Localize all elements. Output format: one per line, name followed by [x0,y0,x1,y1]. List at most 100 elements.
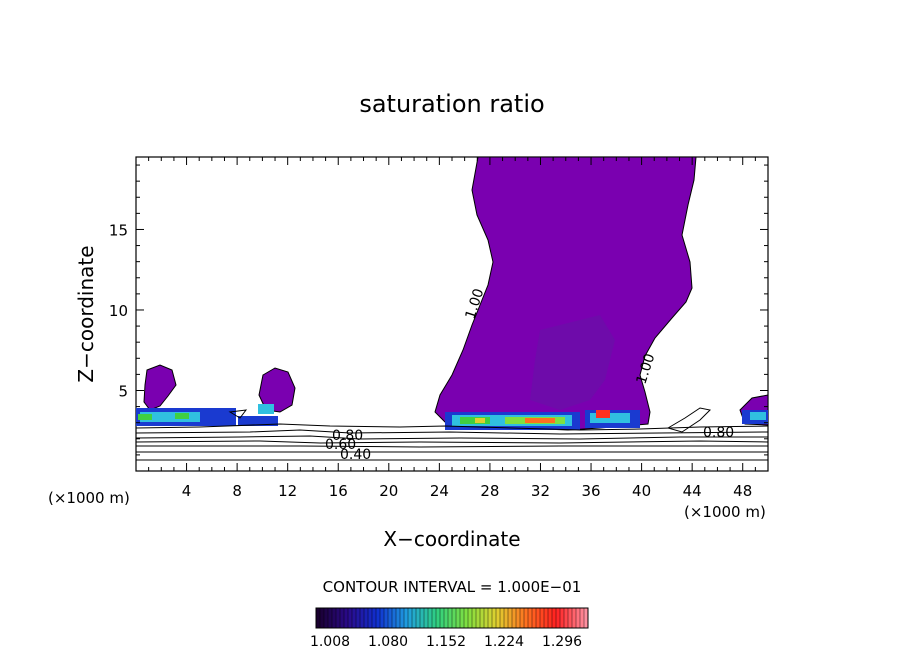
colorbar-cell [488,608,493,628]
colorbar-cell [460,608,465,628]
colorbar-cell [380,608,385,628]
y-axis-label: Z−coordinate [74,245,98,382]
contour-label-6: 0.40 [340,447,371,463]
contour-label-4: 0.80 [703,425,734,441]
colorbar-cell [564,608,569,628]
colorbar-cell [580,608,585,628]
colorbar-cell [480,608,485,628]
colorbar-cell [496,608,501,628]
colorbar-cell [552,608,557,628]
x-tick-label: 36 [581,482,600,500]
colorbar-cell [364,608,369,628]
y-tick-label: 15 [109,221,128,239]
colorbar-cell [528,608,533,628]
colorbar-cell [536,608,541,628]
x-unit-right: (×1000 m) [684,503,766,521]
x-tick-label: 48 [733,482,752,500]
colorbar-cell [372,608,377,628]
x-tick-label: 20 [379,482,398,500]
colorbar-cell [388,608,393,628]
colorbar-cell [416,608,421,628]
cloud-plume [434,157,697,431]
colorbar-cell [356,608,361,628]
colorbar-tick-label: 1.152 [426,634,466,650]
colorbar-cell [464,608,469,628]
colorbar-cell [360,608,365,628]
colorbar-cell [572,608,577,628]
colorbar-cell [344,608,349,628]
colorbar-cell [456,608,461,628]
contour-label-5: 0.60 [325,437,356,453]
colorbar-cell [336,608,341,628]
colorbar-cell [436,608,441,628]
x-tick-label: 32 [531,482,550,500]
x-tick-label: 16 [329,482,348,500]
y-tick-label: 5 [118,382,128,400]
colorbar-cell [476,608,481,628]
colorbar-cell [412,608,417,628]
colorbar-cell [316,608,321,628]
colorbar-cell [400,608,405,628]
colorbar-cell [432,608,437,628]
colorbar-cell [568,608,573,628]
colorbar-cell [448,608,453,628]
colorbar-cell [468,608,473,628]
colorbar-tick-label: 1.080 [368,634,408,650]
colorbar-cell [520,608,525,628]
colorbar-tick-label: 1.296 [542,634,582,650]
colorbar-frame [315,607,589,629]
chart-title: saturation ratio [359,90,544,118]
contour-lines [136,407,768,461]
x-tick-label: 28 [480,482,499,500]
colorbar-cell [444,608,449,628]
x-tick-label: 40 [632,482,651,500]
y-axis: 5 10 15 [109,164,768,456]
colorbar-cell [484,608,489,628]
colorbar-cell [516,608,521,628]
colorbar-cell [340,608,345,628]
x-tick-label: 8 [232,482,242,500]
x-axis: 4 8 12 16 20 24 28 32 36 40 44 48 [148,157,756,500]
colorbar-cell [396,608,401,628]
colorbar-cell [576,608,581,628]
colorbar-tick-label: 1.008 [310,634,350,650]
colorbar-cell [352,608,357,628]
x-tick-label: 12 [278,482,297,500]
colorbar-cell [584,608,589,628]
colorbar-cell [332,608,337,628]
colorbar-ticks: 1.008 1.080 1.152 1.224 1.296 [310,634,582,650]
colorbar-cell [368,608,373,628]
x-axis-label: X−coordinate [383,527,520,551]
colored-band-left [136,404,278,426]
colorbar-cell [392,608,397,628]
colorbar-cell [548,608,553,628]
colorbar-cell [492,608,497,628]
x-tick-label: 4 [182,482,192,500]
colorbar-cell [540,608,545,628]
colorbar-cell [376,608,381,628]
y-tick-label: 10 [109,302,128,320]
colorbar-cell [320,608,325,628]
colored-band-center [445,410,768,430]
cloud-left [143,364,177,411]
colorbar-tick-label: 1.224 [484,634,524,650]
contour-interval-text: CONTOUR INTERVAL = 1.000E−01 [323,578,582,596]
colorbar-cell [452,608,457,628]
colorbar [315,608,589,628]
colorbar-cell [532,608,537,628]
colorbar-cell [420,608,425,628]
colorbar-cell [472,608,477,628]
x-tick-label: 44 [683,482,702,500]
x-unit-left: (×1000 m) [48,489,130,507]
colorbar-cell [504,608,509,628]
cloud-core-dark [530,315,615,410]
colorbar-cell [440,608,445,628]
colorbar-cell [556,608,561,628]
colorbar-cell [560,608,565,628]
colorbar-cell [348,608,353,628]
colorbar-cell [408,608,413,628]
colorbar-cell [384,608,389,628]
colorbar-cell [324,608,329,628]
colorbar-cell [404,608,409,628]
